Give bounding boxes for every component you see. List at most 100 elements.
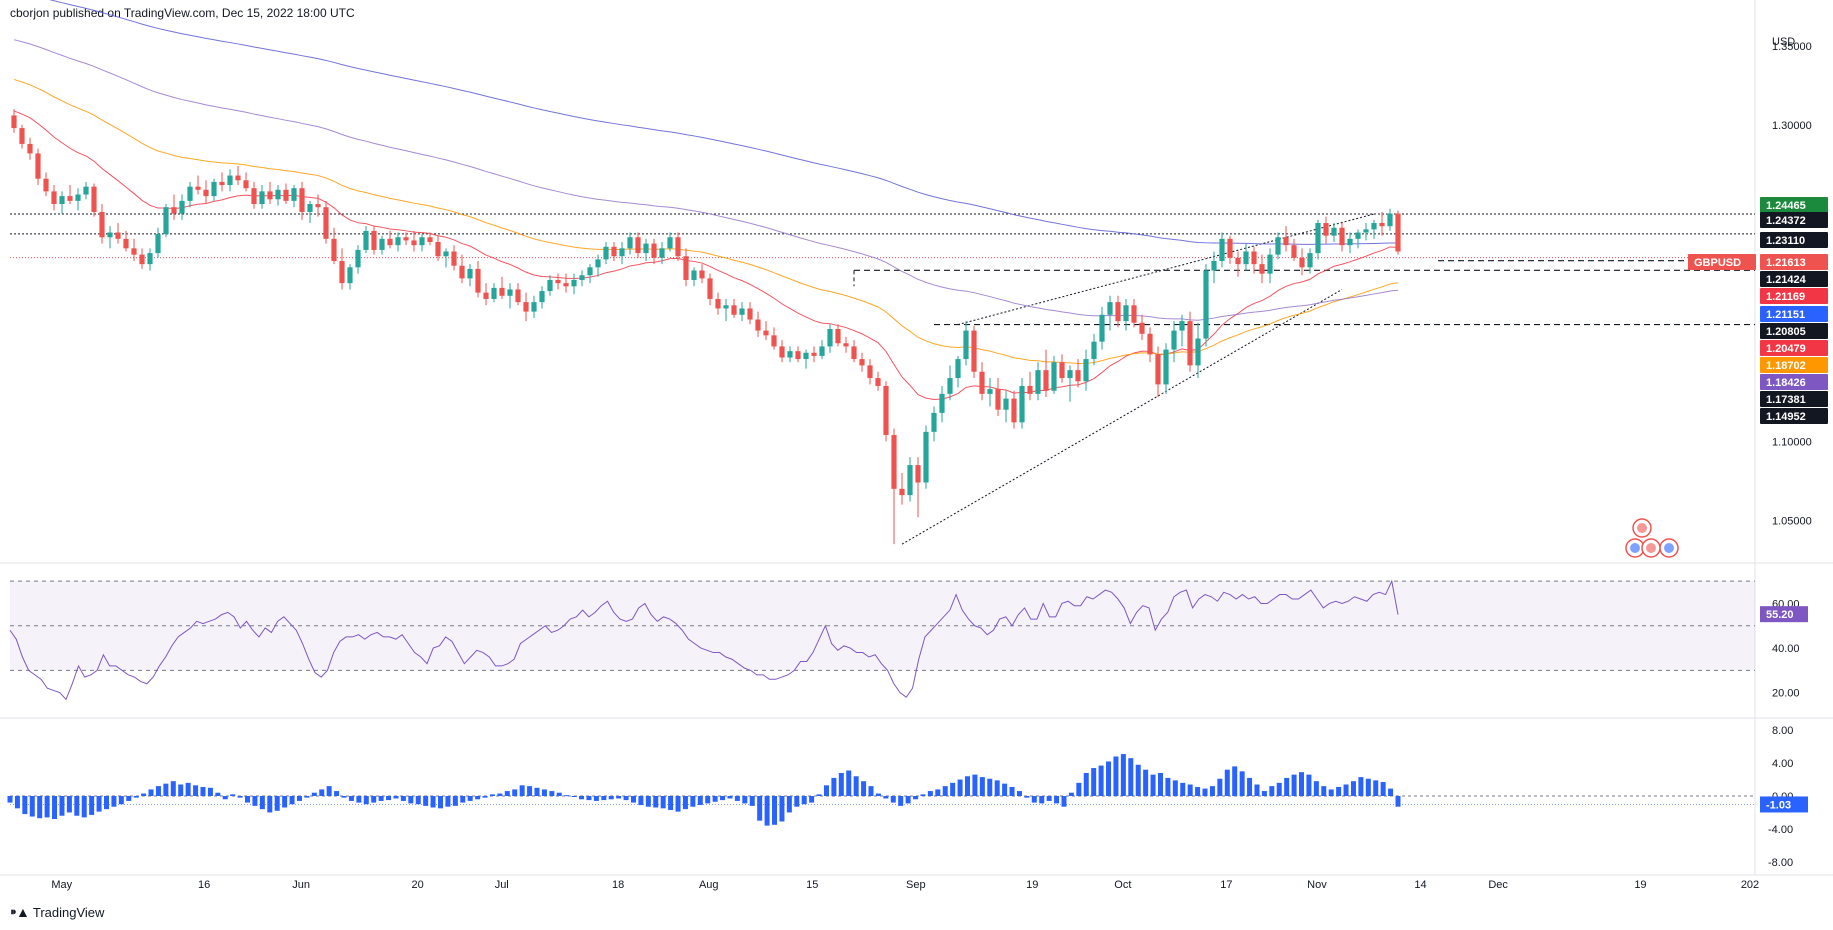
candle-body xyxy=(603,246,609,260)
macd-bar xyxy=(29,796,35,817)
candle-body xyxy=(803,352,809,360)
candle-body xyxy=(83,186,89,195)
candle-body xyxy=(1259,264,1265,274)
macd-bar xyxy=(779,796,785,822)
candle-body xyxy=(483,292,489,299)
macd-bar xyxy=(823,785,829,796)
price-tag: 1.23110 xyxy=(1760,232,1828,248)
price-axis[interactable]: USD 1.350001.300001.050001.1000060.0040.… xyxy=(1768,36,1812,869)
candle-body xyxy=(1379,223,1385,227)
candle-body xyxy=(1155,354,1161,385)
candle-body xyxy=(1387,213,1393,227)
macd-bar xyxy=(1135,764,1141,796)
candle-body xyxy=(659,248,665,258)
price-tick-label: 1.05000 xyxy=(1772,515,1812,527)
macd-bar xyxy=(111,796,117,807)
flag-icon xyxy=(1632,518,1652,538)
macd-bar xyxy=(1031,796,1037,803)
macd-bar xyxy=(1217,778,1223,796)
macd-bar xyxy=(816,794,822,796)
currency-label: USD xyxy=(1772,36,1795,48)
macd-bar xyxy=(1187,784,1193,796)
candle-body xyxy=(891,435,897,489)
macd-bar xyxy=(720,796,726,801)
candle-body xyxy=(1267,254,1273,274)
macd-bar xyxy=(1336,786,1342,796)
trendlines xyxy=(901,213,1375,545)
candle-body xyxy=(1331,227,1337,236)
macd-bar xyxy=(103,796,109,810)
price-tag: 1.14952 xyxy=(1760,408,1828,424)
price-tag-box xyxy=(1760,306,1828,322)
macd-bar xyxy=(400,796,406,801)
macd-bar xyxy=(1313,781,1319,796)
macd-bar xyxy=(987,778,993,796)
candle-body xyxy=(1275,237,1281,255)
time-tick-label: Oct xyxy=(1114,879,1131,891)
time-tick-label: 14 xyxy=(1414,879,1426,891)
candle-body xyxy=(51,191,57,205)
price-tag: 1.18702 xyxy=(1760,357,1828,373)
price-tag-box xyxy=(1688,254,1756,270)
macd-pane xyxy=(7,754,1755,826)
candle-body xyxy=(1099,314,1105,342)
candle-body xyxy=(211,181,217,197)
macd-bar xyxy=(1106,761,1112,796)
macd-bar xyxy=(564,795,570,797)
candle-body xyxy=(883,385,889,436)
macd-bar xyxy=(371,796,377,803)
time-axis[interactable]: May 16 Jun 20 Jul 18 Aug 15 Sep 19 Oct 17 Nov 14 Dec 19… xyxy=(51,879,1759,891)
price-tag-box xyxy=(1760,391,1828,407)
candle-body xyxy=(107,232,113,238)
macd-bar xyxy=(875,793,881,796)
candle-body xyxy=(611,246,617,257)
candle-body xyxy=(1283,237,1289,246)
macd-bar xyxy=(660,796,666,809)
candle-body xyxy=(91,186,97,212)
candle-body xyxy=(195,186,201,190)
price-tag-label: 1.18426 xyxy=(1766,377,1806,389)
candle-body xyxy=(499,287,505,296)
macd-bar xyxy=(1328,789,1334,796)
price-tag: 1.21169 xyxy=(1760,288,1828,304)
candle-body xyxy=(467,268,473,279)
candle-body xyxy=(403,237,409,241)
macd-bar xyxy=(408,796,414,804)
macd-bar xyxy=(727,796,733,799)
candle-body xyxy=(259,191,265,205)
candle-body xyxy=(675,237,681,257)
candle-body xyxy=(179,200,185,214)
candle-body xyxy=(555,279,561,284)
macd-bar xyxy=(475,796,481,800)
event-flags xyxy=(1625,518,1679,558)
macd-bar xyxy=(1083,772,1089,796)
candle-body xyxy=(691,270,697,280)
macd-bar xyxy=(452,796,458,806)
price-tag-label: 1.21424 xyxy=(1766,274,1807,286)
candle-body xyxy=(1091,341,1097,360)
candle-body xyxy=(11,115,17,129)
macd-bar xyxy=(1120,754,1126,796)
candle-body xyxy=(387,238,393,246)
macd-bar xyxy=(1232,766,1238,796)
price-tags: 1.24465 1.24372 1.23110 GBPUSD 1.21613 1.2142… xyxy=(1688,197,1828,813)
candle-body xyxy=(571,279,577,287)
macd-bar xyxy=(1098,765,1104,796)
macd-bar xyxy=(883,796,889,799)
candle-body xyxy=(1339,227,1345,246)
macd-bar xyxy=(319,789,325,796)
candle-body xyxy=(771,335,777,347)
price-tag-box xyxy=(1760,232,1828,248)
candle-body xyxy=(547,279,553,292)
flag-icon xyxy=(1641,538,1661,558)
price-tag-label: 1.20479 xyxy=(1766,343,1806,355)
candle-body xyxy=(275,189,281,200)
candle-body xyxy=(995,389,1001,410)
candle-body xyxy=(1243,251,1249,265)
price-tag-label: GBPUSD xyxy=(1694,257,1741,269)
macd-bar xyxy=(1172,780,1178,796)
macd-bar xyxy=(512,789,518,796)
candle-body xyxy=(627,237,633,249)
flag-icon-core xyxy=(1637,523,1647,533)
